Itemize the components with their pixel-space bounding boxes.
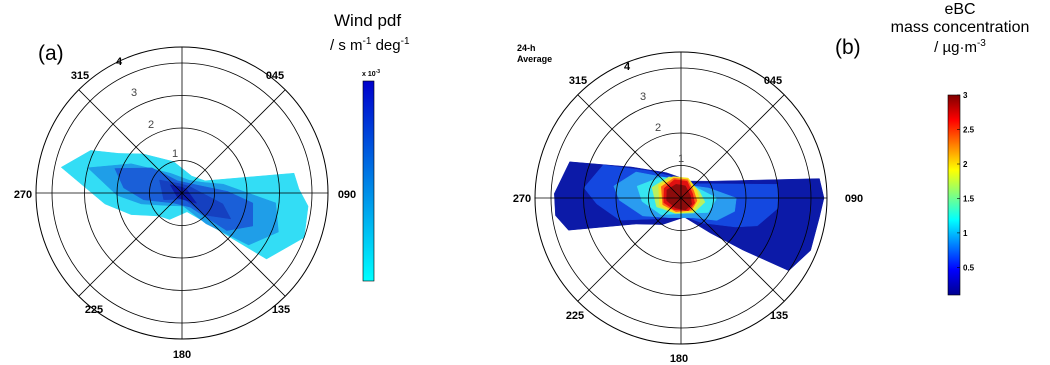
colorbar-tick-label: 2.5 — [963, 126, 975, 135]
colorbar-tick-label: 0.5 — [963, 263, 975, 272]
direction-label-225: 225 — [566, 310, 584, 322]
direction-labels-b: 315 045 270 090 225 135 180 — [513, 75, 863, 365]
direction-labels-a: 315 045 270 090 225 135 180 — [14, 70, 356, 361]
spoke-45 — [680, 94, 785, 199]
wind-pdf-title: Wind pdf — [334, 11, 401, 30]
colorbar-tick-label: 2 — [963, 160, 968, 169]
direction-label-090: 090 — [845, 193, 863, 205]
direction-label-090: 090 — [338, 189, 356, 201]
direction-label-045: 045 — [266, 70, 284, 82]
spoke-135 — [680, 197, 785, 302]
wind-pdf-units: / s m-1 deg-1 — [330, 36, 410, 54]
radial-label-3: 3 — [131, 87, 137, 99]
direction-label-045: 045 — [764, 75, 782, 87]
radial-label-4: 4 — [116, 56, 123, 68]
radial-label-4: 4 — [624, 61, 631, 73]
direction-label-315: 315 — [71, 70, 89, 82]
wind-pdf-contours — [60, 150, 309, 260]
radial-labels-b: 1 2 3 4 — [624, 61, 684, 165]
wind-pdf-colorbar: x 10-3 0.511.522.533.54 — [362, 69, 380, 282]
colorbar-tick-label: 3 — [963, 91, 968, 100]
direction-label-135: 135 — [770, 310, 788, 322]
direction-label-270: 270 — [14, 189, 32, 201]
spoke-225 — [577, 197, 682, 302]
panel-label-a: (a) — [38, 42, 64, 65]
colorbar-exponent-a: x 10-3 — [362, 69, 380, 78]
radial-label-2: 2 — [148, 119, 154, 131]
ebc-title-line2: mass concentration — [891, 19, 1030, 36]
panel-label-b: (b) — [835, 36, 861, 59]
radial-label-1: 1 — [678, 153, 684, 165]
spoke-315 — [577, 94, 682, 199]
direction-label-180: 180 — [670, 353, 688, 365]
spoke-315 — [78, 89, 183, 194]
radial-label-3: 3 — [640, 91, 646, 103]
average-label-line2: Average — [517, 54, 552, 64]
contour-level-9 — [666, 184, 692, 211]
direction-label-180: 180 — [173, 349, 191, 361]
polar-grid-a — [35, 46, 329, 340]
ebc-title-line1: eBC — [944, 1, 975, 18]
average-label-line1: 24-h — [517, 43, 536, 53]
radial-label-1: 1 — [172, 148, 178, 160]
colorbar-gradient-b — [947, 94, 961, 296]
colorbar-tick-label: 1.5 — [963, 194, 975, 203]
polar-grid-b — [534, 51, 828, 345]
ebc-contours — [554, 161, 825, 271]
spoke-225 — [78, 192, 183, 297]
spoke-45 — [181, 89, 286, 194]
colorbar-tick-label: 1 — [963, 229, 968, 238]
radial-labels-a: 1 2 3 4 — [116, 56, 178, 160]
direction-label-225: 225 — [85, 304, 103, 316]
direction-label-270: 270 — [513, 193, 531, 205]
wind-pdf-panel: (a) Wind pdf / s m-1 deg-1 315 045 270 0… — [14, 11, 410, 361]
direction-label-135: 135 — [272, 304, 290, 316]
radial-label-2: 2 — [655, 122, 661, 134]
ebc-panel: (b) eBC mass concentration / µg·m-3 24-h… — [513, 1, 1030, 365]
ebc-units: / µg·m-3 — [934, 38, 986, 56]
spoke-135 — [181, 192, 286, 297]
direction-label-315: 315 — [569, 75, 587, 87]
colorbar-gradient-a — [362, 80, 375, 282]
ebc-colorbar: 0.5 1 1.5 2 2.5 3 — [947, 91, 975, 296]
